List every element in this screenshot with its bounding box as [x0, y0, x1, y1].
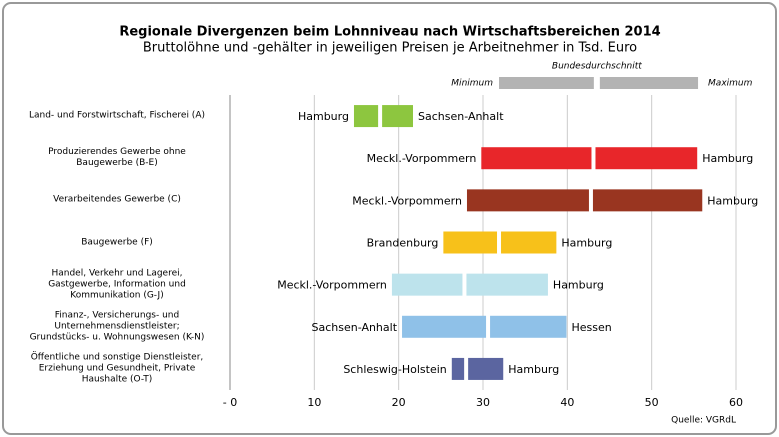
source: Quelle: VGRdL — [671, 416, 736, 426]
legend-swatch — [599, 77, 699, 89]
min-label: Brandenburg — [367, 237, 439, 250]
category-label: Baugewerbe (F) — [81, 237, 153, 247]
max-label: Hamburg — [702, 152, 753, 165]
max-label: Hamburg — [561, 237, 612, 250]
min-label: Meckl.-Vorpommern — [277, 279, 387, 292]
bar-segment — [382, 105, 414, 128]
min-label: Schleswig-Holstein — [343, 363, 446, 376]
max-label: Hessen — [571, 321, 611, 334]
x-tick-label: 30 — [476, 396, 490, 409]
max-label: Hamburg — [508, 363, 559, 376]
legend-label: Maximum — [708, 79, 753, 89]
legend-label: Bundesdurchschnitt — [552, 62, 642, 72]
min-label: Meckl.-Vorpommern — [352, 194, 462, 207]
chart-subtitle: Bruttolöhne und -gehälter in jeweiligen … — [143, 41, 637, 56]
min-label: Meckl.-Vorpommern — [367, 152, 477, 165]
bar-segment — [466, 273, 548, 296]
bar-segment — [501, 231, 557, 254]
bar-segment — [466, 189, 589, 212]
bar-segment — [391, 273, 463, 296]
bar-segment — [490, 315, 567, 338]
min-label: Sachsen-Anhalt — [312, 321, 398, 334]
x-tick-label: 10 — [307, 396, 321, 409]
category-label: Öffentliche und sonstige Dienstleister, … — [30, 352, 204, 385]
bar-segment — [592, 189, 703, 212]
bar-segment — [481, 147, 592, 170]
x-tick-label: 40 — [560, 396, 574, 409]
bar-segment — [595, 147, 698, 170]
legend-label: Minimum — [451, 79, 493, 89]
category-label: Verarbeitendes Gewerbe (C) — [53, 194, 181, 205]
x-tick-label: - 0 — [223, 396, 237, 409]
x-tick-label: 60 — [729, 396, 743, 409]
category-label: Handel, Verkehr und Lagerei, Gastgewerbe… — [48, 268, 186, 301]
category-label: Land- und Forstwirtschaft, Fischerei (A) — [28, 110, 205, 121]
max-label: Sachsen-Anhalt — [418, 110, 504, 123]
category-label: Finanz-, Versicherungs- und Unternehmens… — [29, 310, 205, 343]
min-label: Hamburg — [298, 110, 349, 123]
chart-title: Regionale Divergenzen beim Lohnniveau na… — [119, 25, 660, 40]
bar-segment — [402, 315, 487, 338]
x-tick-label: 50 — [645, 396, 659, 409]
bar-segment — [451, 357, 465, 380]
x-tick-label: 20 — [392, 396, 406, 409]
max-label: Hamburg — [553, 279, 604, 292]
bar-segment — [468, 357, 504, 380]
bar-segment — [353, 105, 379, 128]
category-label: Produzierendes Gewerbe ohne Baugewerbe (… — [48, 147, 186, 169]
bar-segment — [443, 231, 498, 254]
legend-swatch — [499, 77, 594, 89]
max-label: Hamburg — [707, 194, 758, 207]
